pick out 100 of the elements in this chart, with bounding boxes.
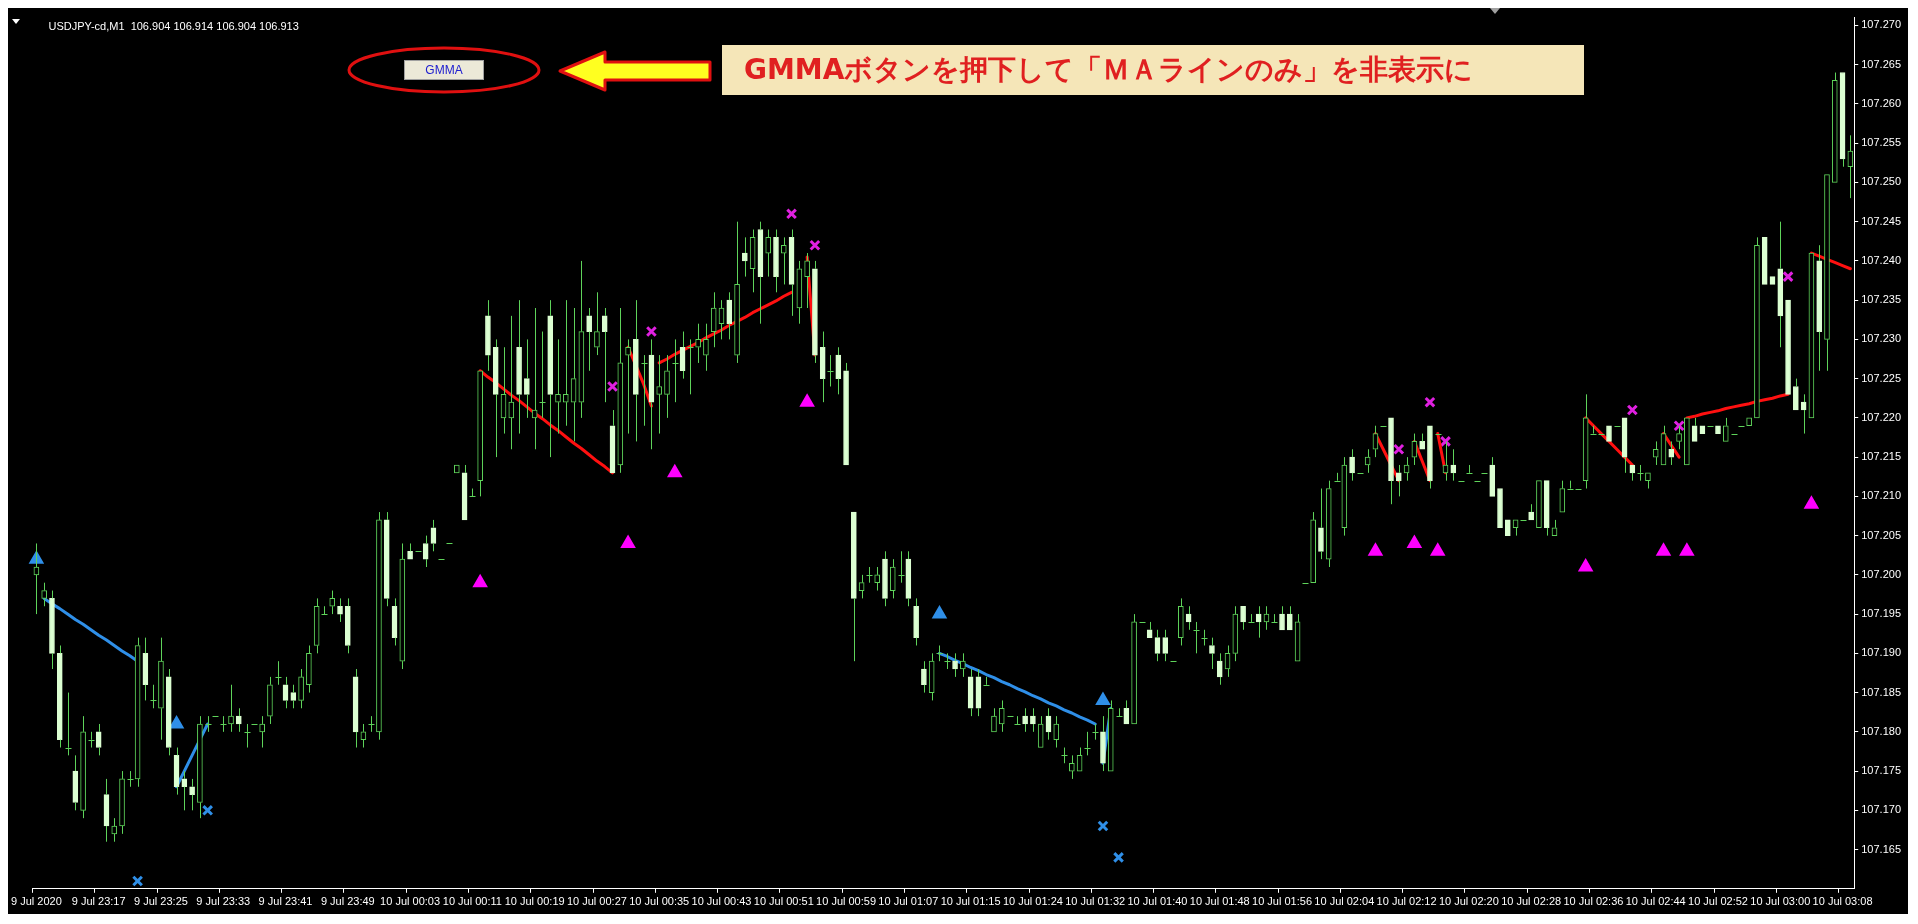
candlestick xyxy=(181,770,188,811)
y-tick-label: 107.265 xyxy=(1861,57,1901,70)
candlestick xyxy=(516,299,522,435)
candlestick xyxy=(1216,652,1223,686)
x-tick-label: 9 Jul 23:25 xyxy=(134,895,188,908)
candlestick xyxy=(1255,605,1262,639)
x-tick-label: 10 Jul 00:03 xyxy=(380,895,441,908)
candlestick xyxy=(998,699,1005,733)
y-tick-label: 107.180 xyxy=(1861,724,1901,737)
candlestick xyxy=(1022,707,1028,733)
candlestick xyxy=(1030,707,1036,733)
x-tick-label: 10 Jul 02:12 xyxy=(1376,895,1437,908)
candlestick xyxy=(710,291,717,348)
candlestick xyxy=(111,817,118,843)
candlestick xyxy=(625,338,631,435)
candlestick xyxy=(290,684,297,709)
candlestick xyxy=(633,299,639,442)
candlestick xyxy=(780,236,787,285)
x-tick-label: 10 Jul 01:15 xyxy=(940,895,1001,908)
x-tick-label: 10 Jul 00:35 xyxy=(629,895,690,908)
candlestick xyxy=(1777,221,1784,348)
y-tick-label: 107.270 xyxy=(1861,18,1901,31)
x-tick-label: 10 Jul 01:48 xyxy=(1189,895,1250,908)
candlestick xyxy=(189,778,195,811)
x-tick-label: 10 Jul 03:00 xyxy=(1750,895,1811,908)
candlestick xyxy=(158,637,164,741)
candlestick xyxy=(72,754,79,811)
x-tick-label: 9 Jul 23:33 xyxy=(196,895,251,908)
candlestick xyxy=(819,331,826,403)
point xyxy=(668,465,682,478)
y-tick-label: 107.175 xyxy=(1861,764,1901,777)
candlestick xyxy=(344,597,351,654)
candlestick xyxy=(41,582,48,607)
x-tick-label: 9 Jul 23:49 xyxy=(320,895,375,908)
y-tick-label: 107.165 xyxy=(1861,842,1901,855)
y-tick-label: 107.240 xyxy=(1861,253,1901,266)
point xyxy=(1368,543,1383,556)
candlestick xyxy=(672,338,679,403)
point xyxy=(1424,396,1436,408)
candlestick xyxy=(337,597,343,623)
point xyxy=(785,208,798,220)
y-tick-label: 107.170 xyxy=(1861,803,1901,816)
point xyxy=(1431,543,1445,556)
y-tick-label: 107.185 xyxy=(1861,685,1901,698)
candlestick xyxy=(306,644,312,694)
x-tick-label: 10 Jul 00:11 xyxy=(442,895,502,908)
candlestick xyxy=(1652,440,1659,466)
point xyxy=(1578,559,1593,572)
candlestick xyxy=(492,338,499,458)
candlestick xyxy=(921,660,927,694)
candlestick xyxy=(1193,621,1200,654)
candlestick xyxy=(1395,464,1402,497)
candlestick xyxy=(539,331,546,419)
x-tick-label: 10 Jul 01:24 xyxy=(1002,895,1063,908)
y-tick-label: 107.200 xyxy=(1861,567,1901,580)
y-tick-label: 107.190 xyxy=(1861,646,1901,659)
candlestick xyxy=(562,299,569,427)
candlestick xyxy=(601,307,608,403)
y-tick-label: 107.260 xyxy=(1861,96,1901,109)
candlestick xyxy=(1450,448,1457,482)
y-tick-label: 107.230 xyxy=(1861,332,1901,345)
candlestick xyxy=(1069,754,1075,780)
candlestick xyxy=(594,291,600,356)
x-tick-label: 10 Jul 00:59 xyxy=(816,895,877,908)
point xyxy=(1407,535,1422,548)
candlestick xyxy=(547,299,554,458)
candlestick xyxy=(664,354,670,419)
x-tick-label: 10 Jul 02:52 xyxy=(1688,895,1748,908)
candlestick xyxy=(524,338,530,419)
candlestick xyxy=(1162,629,1169,662)
y-tick-label: 107.255 xyxy=(1861,136,1901,149)
x-tick-label: 10 Jul 01:07 xyxy=(878,895,939,908)
candlestick xyxy=(812,260,818,364)
x-tick-label: 10 Jul 02:36 xyxy=(1563,895,1624,908)
candlestick xyxy=(742,236,748,278)
candlestick xyxy=(804,252,810,309)
x-tick-label: 10 Jul 00:19 xyxy=(504,895,565,908)
x-tick-label: 10 Jul 01:32 xyxy=(1065,895,1126,908)
candlestick xyxy=(399,542,406,670)
y-tick-label: 107.225 xyxy=(1861,371,1901,384)
candlestick xyxy=(874,566,881,592)
candlestick xyxy=(56,644,63,749)
candlestick xyxy=(882,550,888,607)
candlestick xyxy=(1676,425,1682,450)
candlestick xyxy=(197,715,203,819)
y-tick-label: 107.205 xyxy=(1861,528,1901,541)
candlestick xyxy=(1349,448,1355,482)
candlestick xyxy=(383,511,390,607)
x-tick-label: 9 Jul 23:17 xyxy=(71,895,126,908)
point xyxy=(1782,270,1794,283)
candlestick xyxy=(687,338,694,395)
candlestick xyxy=(508,315,515,450)
x-tick-label: 10 Jul 01:40 xyxy=(1127,895,1188,908)
candlestick xyxy=(641,354,648,427)
candlestick xyxy=(952,652,958,678)
candlestick xyxy=(1053,715,1060,749)
point xyxy=(645,325,658,338)
candlestick xyxy=(235,707,242,733)
x-tick-label: 10 Jul 03:08 xyxy=(1812,895,1873,908)
candlestick xyxy=(119,770,125,835)
